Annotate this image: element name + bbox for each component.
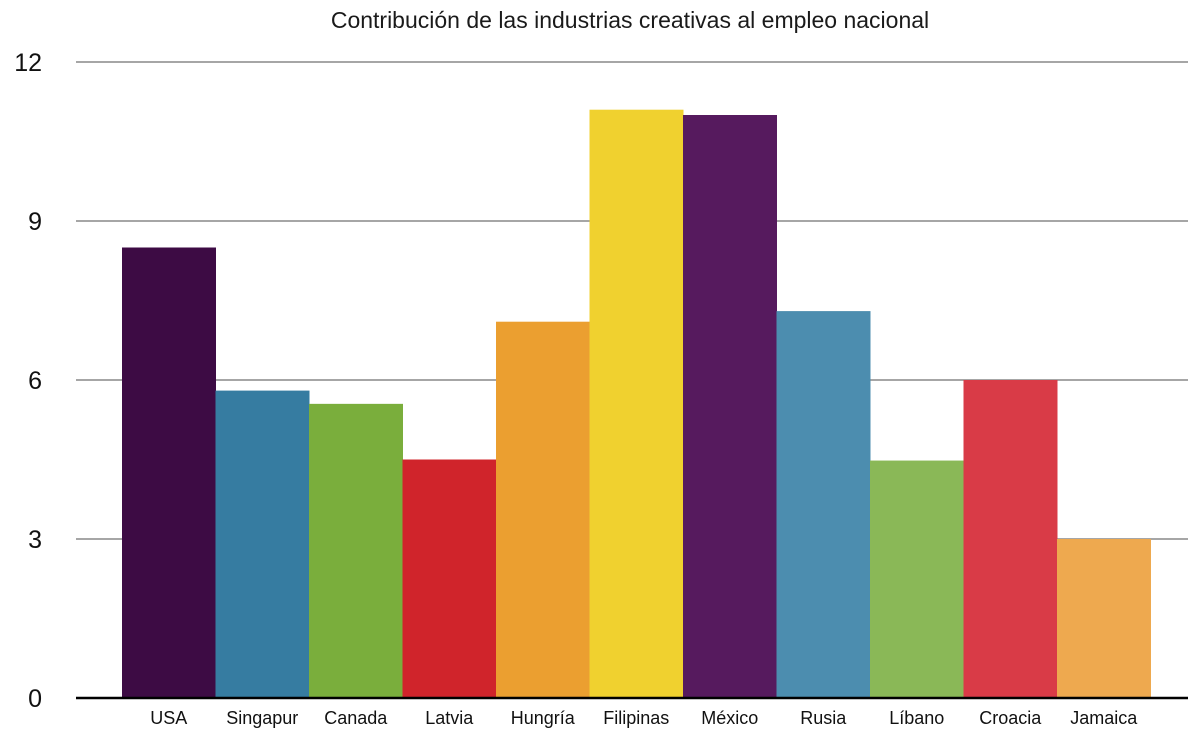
- bar-canada: [309, 403, 403, 698]
- y-tick-label: 3: [28, 526, 42, 554]
- bar-singapur: [215, 390, 310, 698]
- y-axis-ticks: 0 3 6 9 12: [14, 49, 42, 713]
- y-tick-label: 12: [14, 49, 42, 77]
- bar-líbano: [870, 460, 964, 698]
- bar-jamaica: [1057, 539, 1151, 698]
- x-tick-label: Singapur: [226, 708, 298, 728]
- y-tick-label: 0: [28, 685, 42, 713]
- x-tick-label: Filipinas: [603, 708, 669, 728]
- chart-title: Contribución de las industrias creativas…: [331, 7, 929, 33]
- bar-croacia: [963, 380, 1058, 698]
- x-tick-label: USA: [150, 708, 187, 728]
- bar-méxico: [683, 115, 777, 698]
- bar-usa: [122, 247, 216, 698]
- bars-layer: [122, 109, 1151, 698]
- bar-filipinas: [589, 109, 684, 698]
- bar-rusia: [776, 311, 871, 698]
- y-tick-label: 9: [28, 208, 42, 236]
- x-tick-label: México: [701, 708, 758, 728]
- x-tick-label: Croacia: [979, 708, 1042, 728]
- x-tick-label: Líbano: [889, 708, 944, 728]
- bar-latvia: [402, 459, 497, 698]
- x-tick-label: Latvia: [425, 708, 474, 728]
- x-tick-label: Hungría: [511, 708, 576, 728]
- bar-hungría: [496, 321, 590, 698]
- x-tick-label: Jamaica: [1070, 708, 1138, 728]
- x-tick-label: Rusia: [800, 708, 847, 728]
- x-axis-ticks: USA Singapur Canada Latvia Hungría Filipinas M…: [150, 708, 1138, 728]
- y-tick-label: 6: [28, 367, 42, 395]
- x-tick-label: Canada: [324, 708, 388, 728]
